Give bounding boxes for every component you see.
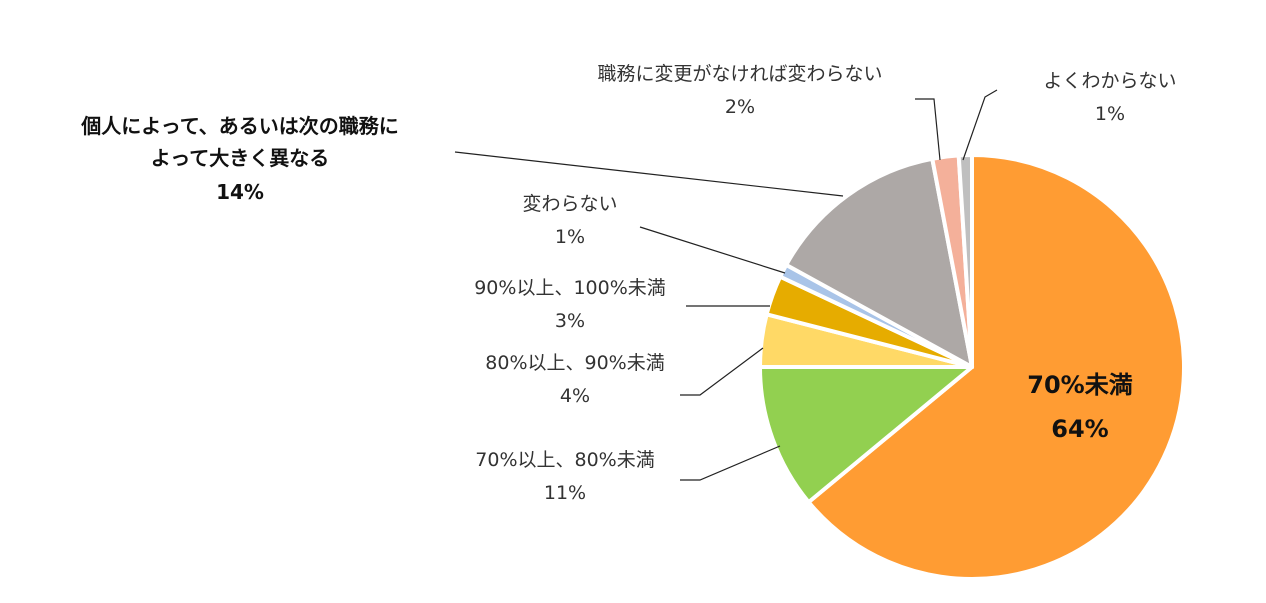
- slice-name-90to100: 90%以上、100%未満: [474, 277, 666, 299]
- slice-label-depends: 個人によって、あるいは次の職務に よって大きく異なる 14%: [20, 110, 460, 202]
- slice-value-80to90: 4%: [559, 385, 591, 407]
- leader-line-unknown: [962, 89, 998, 161]
- slice-label-unknown: よくわからない 1%: [1010, 72, 1210, 124]
- slice-label-80to90: 80%以上、90%未満 4%: [450, 354, 700, 406]
- slice-value-90to100: 3%: [554, 310, 586, 332]
- slice-label-nochange: 職務に変更がなければ変わらない 2%: [540, 65, 940, 117]
- pie-slice-70to80: [758, 365, 974, 505]
- slice-value-depends: 14%: [216, 180, 264, 204]
- slice-name-70to80: 70%以上、80%未満: [475, 449, 655, 471]
- leader-line-depends: [454, 151, 844, 197]
- pie-slice-lt70: [806, 153, 1186, 581]
- leader-line-unchanged: [639, 226, 786, 274]
- slice-value-70to80: 11%: [543, 482, 587, 504]
- slice-value-lt70: 64%: [1051, 415, 1109, 443]
- leader-line-nochange: [915, 98, 941, 161]
- slice-name-unknown: よくわからない: [1043, 70, 1177, 92]
- slice-label-90to100: 90%以上、100%未満 3%: [440, 279, 700, 331]
- slice-name-80to90: 80%以上、90%未満: [485, 352, 665, 374]
- slice-value-unknown: 1%: [1094, 103, 1126, 125]
- slice-label-lt70: 70%未満 64%: [1000, 373, 1160, 441]
- slice-name-lt70: 70%未満: [1027, 371, 1133, 399]
- slice-label-70to80: 70%以上、80%未満 11%: [440, 451, 690, 503]
- slice-name-unchanged: 変わらない: [522, 193, 618, 215]
- pie-slices: [758, 153, 1186, 581]
- slice-value-unchanged: 1%: [554, 226, 586, 248]
- slice-value-nochange: 2%: [724, 96, 756, 118]
- slice-name-nochange: 職務に変更がなければ変わらない: [597, 63, 883, 85]
- slice-label-unchanged: 変わらない 1%: [490, 195, 650, 247]
- leader-line-70to80: [680, 445, 781, 481]
- pie-slice-depends: [784, 156, 974, 369]
- slice-label-depends-line1: 個人によって、あるいは次の職務に: [81, 114, 399, 138]
- slice-label-depends-line2: よって大きく異なる: [150, 146, 330, 170]
- leader-lines: [454, 89, 998, 481]
- leader-line-80to90: [680, 347, 764, 396]
